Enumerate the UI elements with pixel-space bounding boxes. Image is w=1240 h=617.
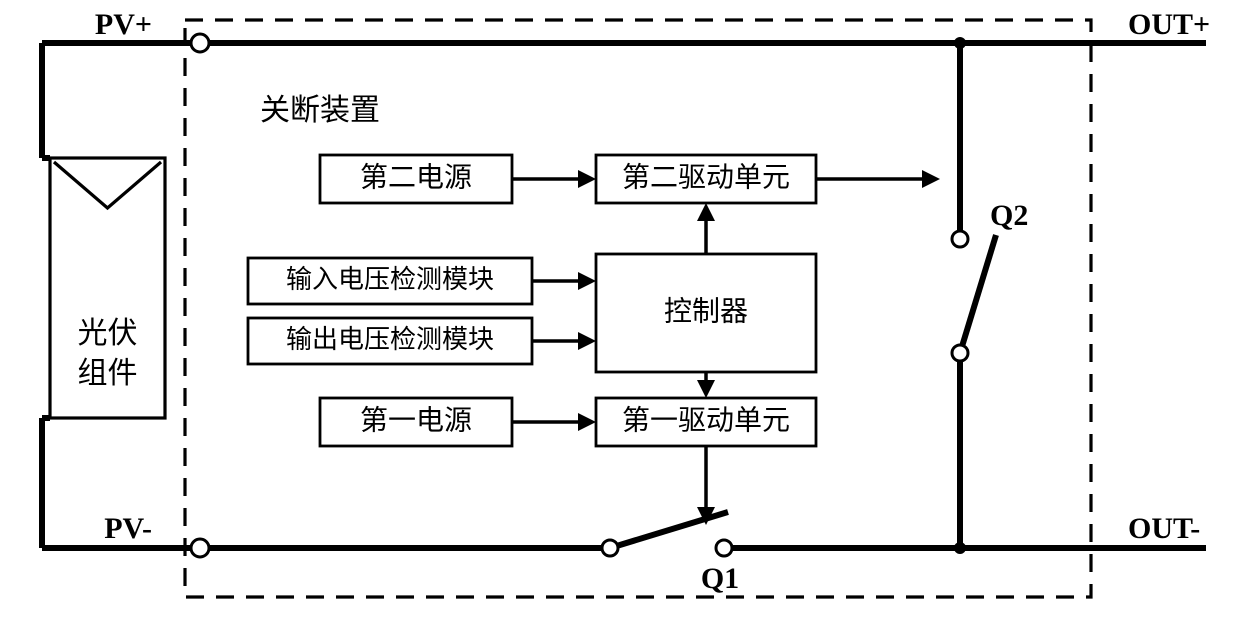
switch-Q2-contact: [952, 231, 968, 247]
switch-Q1-blade: [610, 512, 728, 548]
junction-out-bot: [954, 542, 966, 554]
junction-out-top: [954, 37, 966, 49]
label-out-minus: OUT-: [1128, 512, 1200, 545]
terminal-pv-minus: [191, 539, 209, 557]
node-drv2-label: 第二驱动单元: [622, 161, 790, 193]
label-out-plus: OUT+: [1128, 8, 1210, 41]
pv-module-label-0: 光伏: [78, 317, 138, 350]
label-pv-minus: PV-: [104, 512, 152, 545]
node-ctrl-label: 控制器: [664, 295, 748, 327]
switch-Q1-contact: [716, 540, 732, 556]
node-vout_det-label: 输出电压检测模块: [286, 325, 494, 354]
pv-module-label-1: 组件: [78, 357, 138, 390]
node-vin_det-label: 输入电压检测模块: [286, 265, 494, 294]
title-shutdown-device: 关断装置: [260, 94, 380, 127]
switch-Q2-blade: [960, 235, 996, 353]
switch-Q2-hinge: [952, 345, 968, 361]
switch-Q1-hinge: [602, 540, 618, 556]
label-Q2: Q2: [990, 199, 1028, 232]
node-power1-label: 第一电源: [360, 404, 472, 436]
terminal-pv-plus: [191, 34, 209, 52]
label-pv-plus: PV+: [95, 8, 152, 41]
node-drv1-label: 第一驱动单元: [622, 404, 790, 436]
label-Q1: Q1: [701, 562, 739, 595]
node-power2-label: 第二电源: [360, 161, 472, 193]
